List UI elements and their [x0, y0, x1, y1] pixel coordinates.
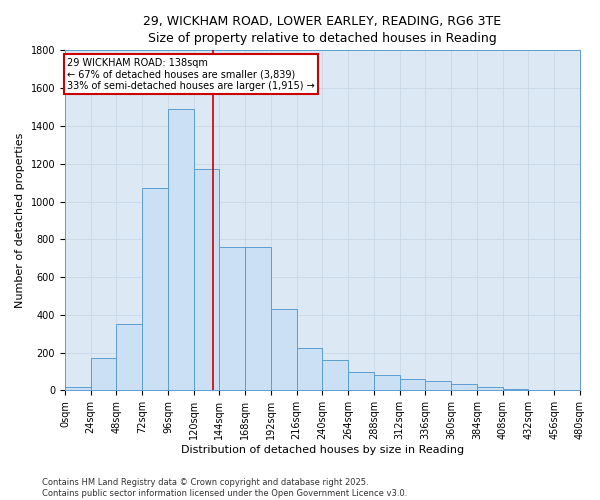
Bar — [194, 170, 220, 390]
Title: 29, WICKHAM ROAD, LOWER EARLEY, READING, RG6 3TE
Size of property relative to de: 29, WICKHAM ROAD, LOWER EARLEY, READING,… — [143, 15, 502, 45]
Bar — [400, 379, 425, 390]
Bar — [348, 372, 374, 390]
X-axis label: Distribution of detached houses by size in Reading: Distribution of detached houses by size … — [181, 445, 464, 455]
Bar — [220, 247, 245, 390]
Bar — [91, 358, 116, 390]
Bar — [503, 388, 529, 390]
Bar — [451, 384, 477, 390]
Bar — [142, 188, 168, 390]
Bar — [65, 386, 91, 390]
Text: Contains HM Land Registry data © Crown copyright and database right 2025.
Contai: Contains HM Land Registry data © Crown c… — [42, 478, 407, 498]
Bar — [271, 309, 296, 390]
Bar — [245, 247, 271, 390]
Bar — [425, 381, 451, 390]
Y-axis label: Number of detached properties: Number of detached properties — [15, 132, 25, 308]
Bar — [296, 348, 322, 391]
Bar — [168, 109, 194, 390]
Text: 29 WICKHAM ROAD: 138sqm
← 67% of detached houses are smaller (3,839)
33% of semi: 29 WICKHAM ROAD: 138sqm ← 67% of detache… — [67, 58, 315, 91]
Bar — [477, 386, 503, 390]
Bar — [322, 360, 348, 390]
Bar — [374, 376, 400, 390]
Bar — [116, 324, 142, 390]
